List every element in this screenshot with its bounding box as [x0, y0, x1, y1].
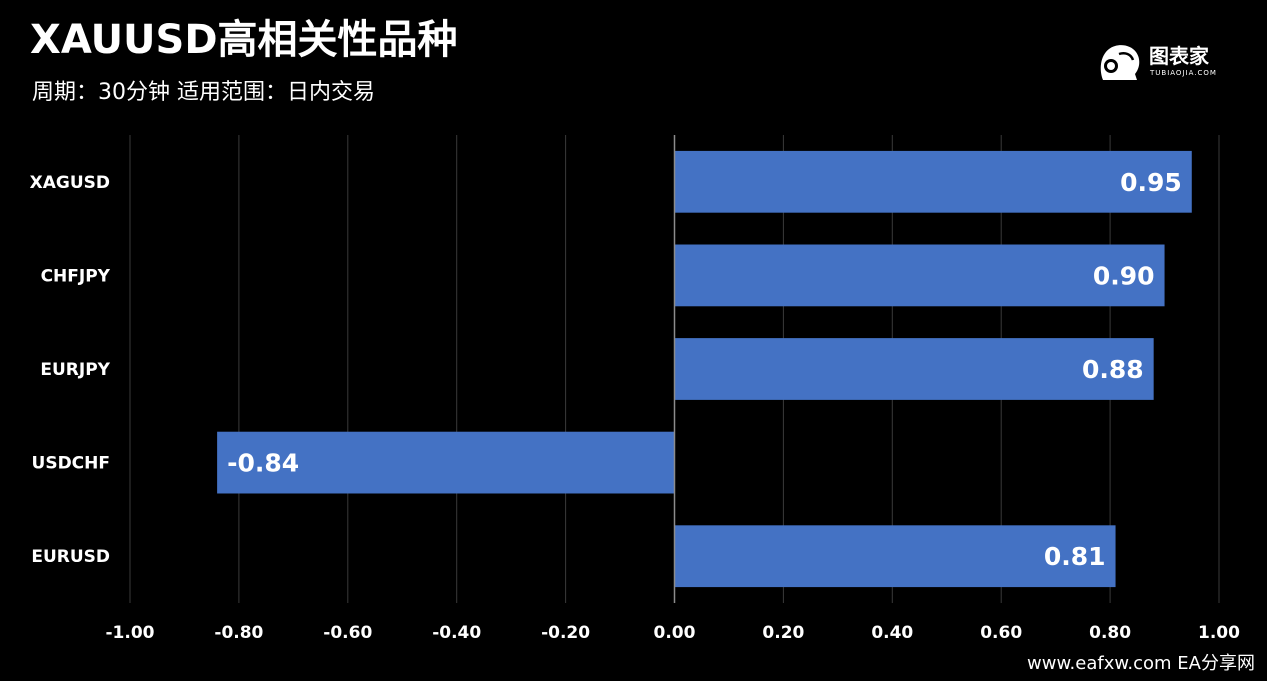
x-tick-label: -1.00 — [106, 623, 155, 643]
x-tick-label: 0.20 — [762, 623, 804, 643]
x-tick-label: 0.80 — [1089, 623, 1131, 643]
bar — [674, 338, 1154, 400]
head-logo-icon — [1100, 45, 1140, 80]
bar — [674, 150, 1192, 213]
bar — [217, 431, 675, 494]
brand-name: 图表家 — [1149, 44, 1209, 68]
data-label: -0.84 — [227, 449, 299, 478]
x-tick-label: -0.80 — [214, 623, 263, 643]
x-tick-label: 0.40 — [871, 623, 913, 643]
x-tick-label: 1.00 — [1198, 623, 1240, 643]
brand-subtitle: TUBIAOJIA.COM — [1150, 69, 1217, 77]
data-label: 0.95 — [1120, 168, 1182, 197]
x-tick-label: -0.40 — [432, 623, 481, 643]
category-label: XAGUSD — [30, 173, 110, 193]
data-label: 0.90 — [1093, 261, 1155, 290]
x-tick-label: 0.00 — [654, 623, 696, 643]
category-label: USDCHF — [32, 454, 110, 474]
watermark-text: www.eafxw.com EA分享网 — [1027, 653, 1255, 674]
category-label: EURJPY — [40, 360, 110, 380]
bar — [674, 525, 1116, 588]
bar — [674, 244, 1165, 307]
brand-logo: 图表家 TUBIAOJIA.COM — [1097, 40, 1237, 86]
x-tick-label: -0.60 — [323, 623, 372, 643]
category-label: EURUSD — [31, 547, 110, 567]
data-label: 0.88 — [1082, 355, 1144, 384]
page-subtitle: 周期：30分钟 适用范围：日内交易 — [32, 80, 375, 105]
data-label: 0.81 — [1044, 542, 1106, 571]
x-tick-label: 0.60 — [980, 623, 1022, 643]
page-title: XAUUSD高相关性品种 — [30, 17, 458, 63]
category-label: CHFJPY — [41, 266, 111, 286]
x-tick-label: -0.20 — [541, 623, 590, 643]
